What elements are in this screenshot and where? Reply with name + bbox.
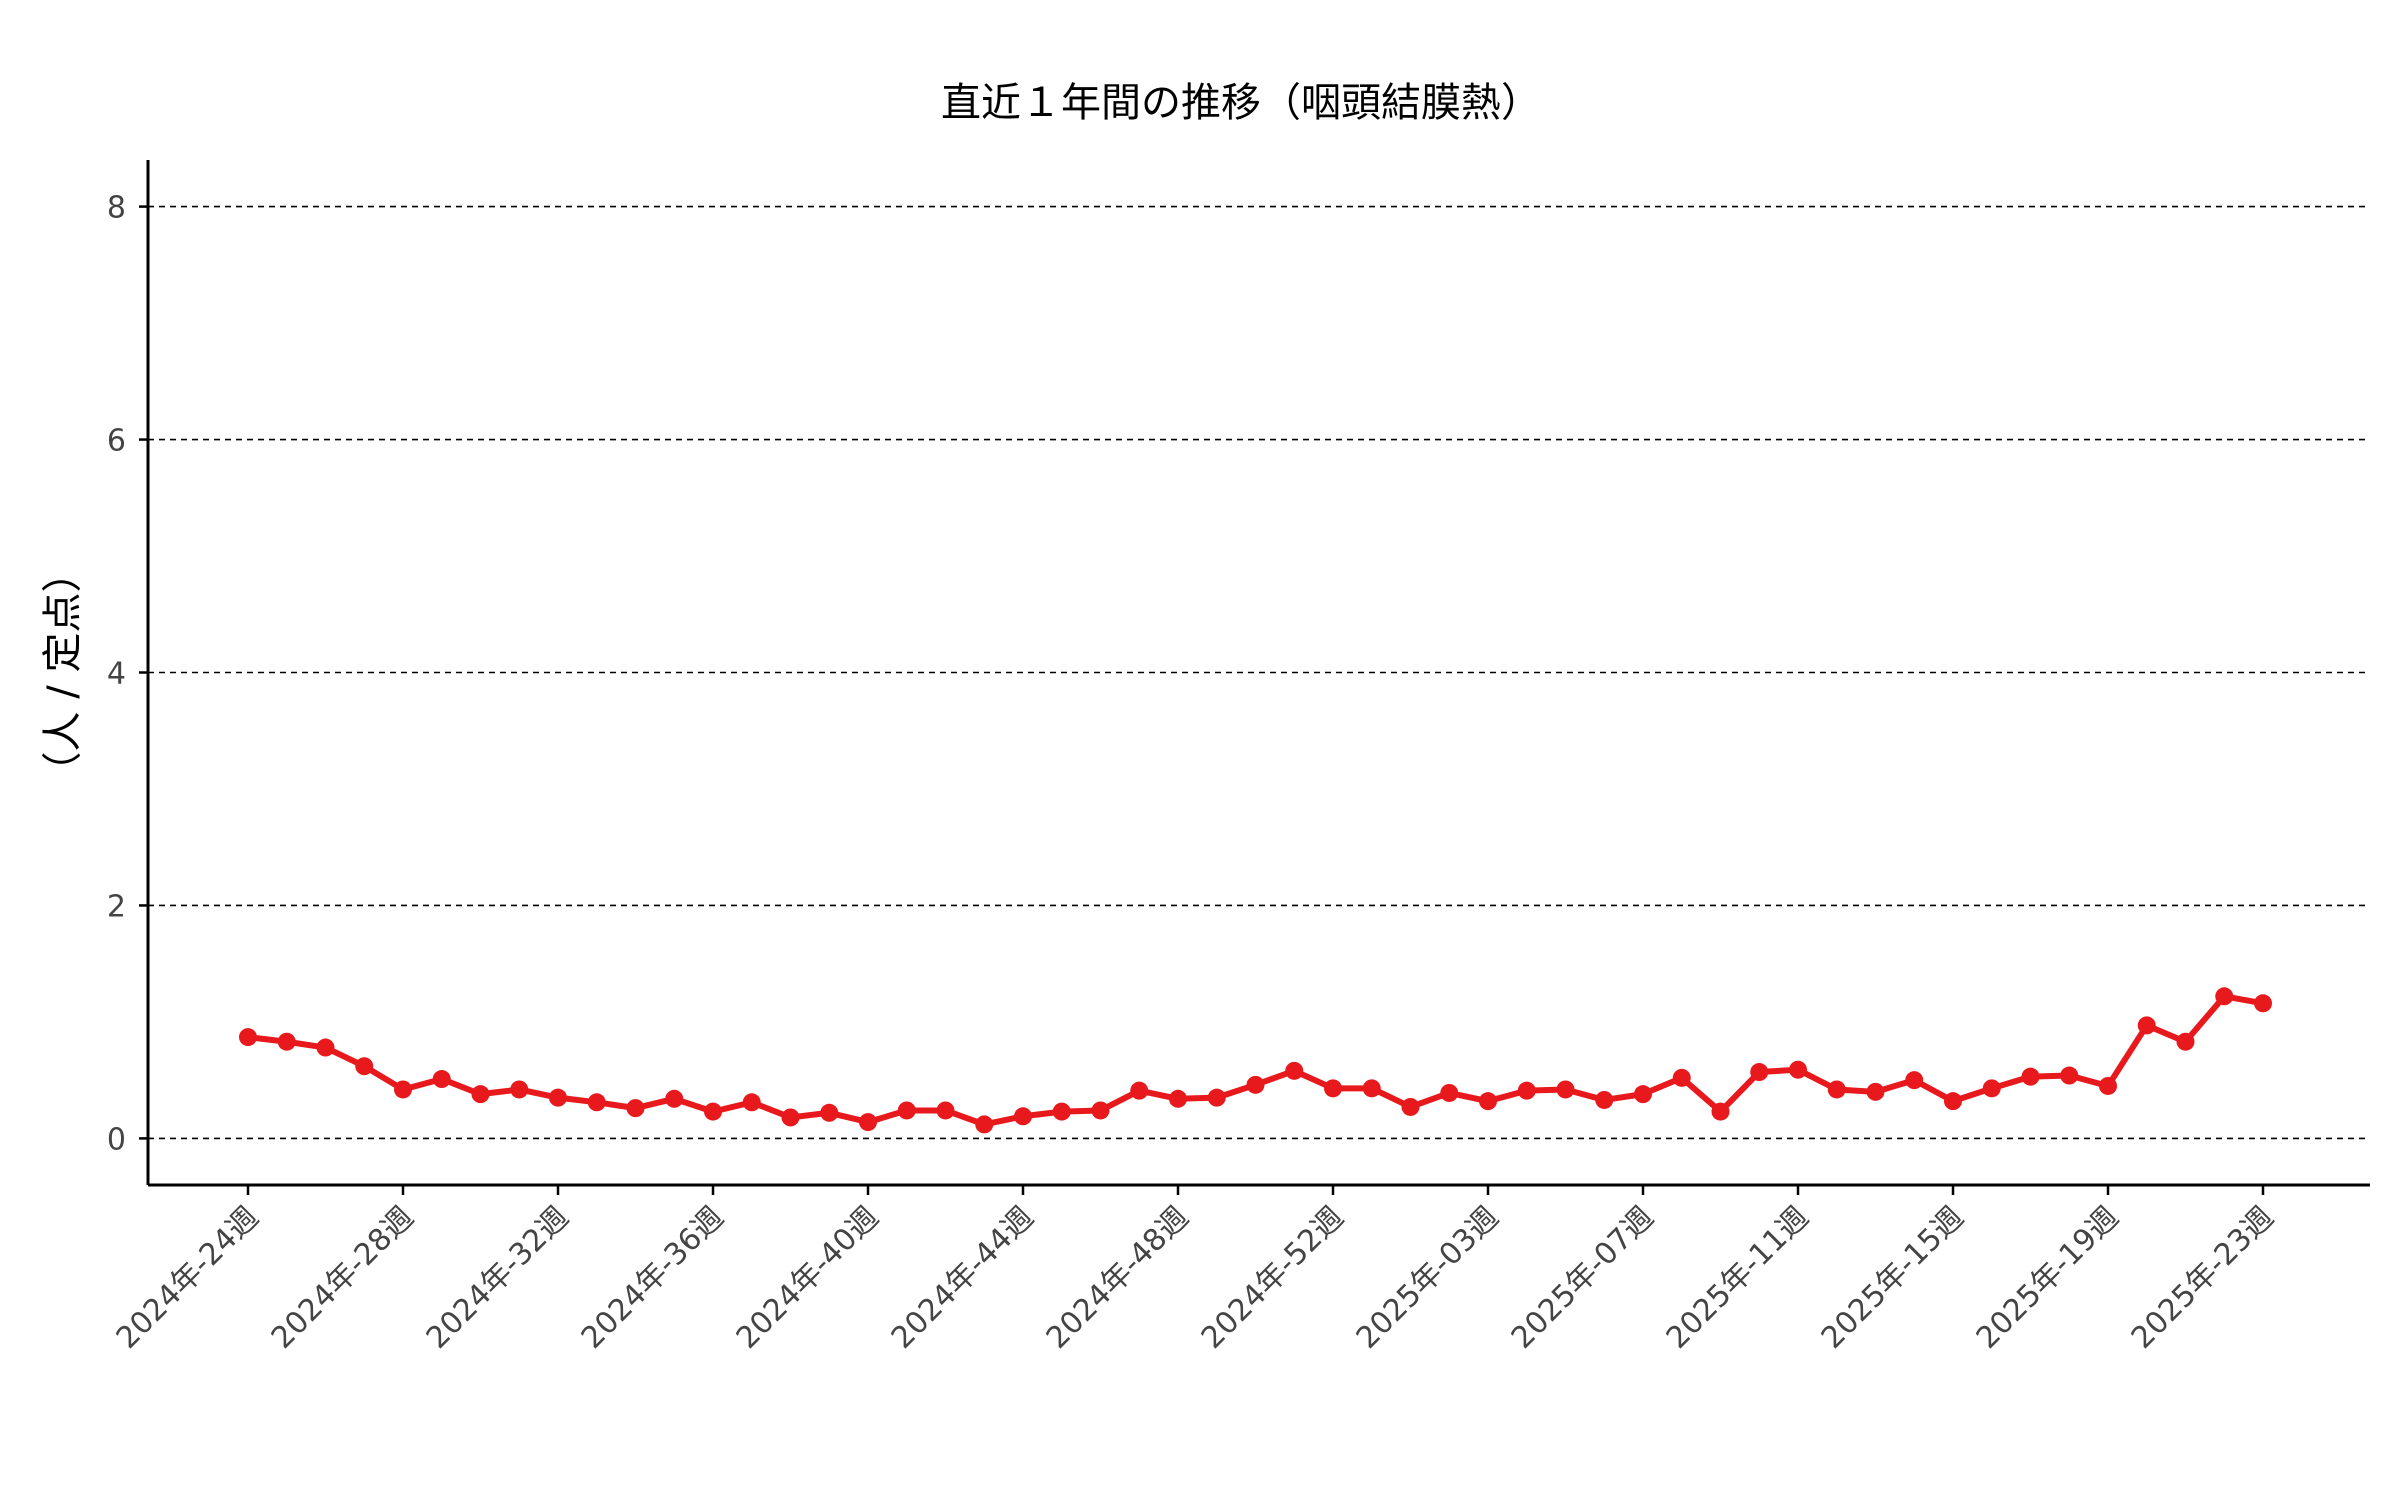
x-tick-label-11: 2025年-15週	[1815, 1200, 1971, 1356]
data-point	[1672, 1068, 1691, 1087]
x-tick-label-0: 2024年-24週	[110, 1200, 266, 1356]
data-point	[587, 1093, 606, 1112]
data-point	[2215, 987, 2234, 1006]
data-point	[2137, 1016, 2156, 1035]
data-point	[1556, 1080, 1575, 1099]
data-point	[742, 1093, 761, 1112]
y-tick-labels: 0 2 4 6 8	[107, 191, 126, 1158]
data-point	[239, 1028, 257, 1047]
x-tick-label-10: 2025年-11週	[1660, 1200, 1816, 1356]
data-point	[1401, 1097, 1420, 1116]
x-tick-label-2: 2024年-32週	[420, 1200, 576, 1356]
x-tick-label-9: 2025年-07週	[1505, 1200, 1661, 1356]
data-point	[1711, 1102, 1730, 1121]
x-tick-label-6: 2024年-48週	[1040, 1200, 1196, 1356]
data-point	[859, 1113, 877, 1132]
data-point	[820, 1103, 839, 1122]
data-point	[975, 1115, 994, 1134]
data-point	[2021, 1067, 2040, 1086]
data-point	[2099, 1076, 2117, 1095]
y-tick-label-8: 8	[107, 191, 126, 226]
data-point	[1246, 1075, 1265, 1094]
data-point	[1324, 1079, 1342, 1098]
data-point	[897, 1101, 916, 1120]
data-point	[665, 1089, 684, 1108]
axes	[139, 160, 2370, 1195]
data-point	[1517, 1081, 1536, 1100]
data-point	[1595, 1090, 1614, 1109]
y-axis-label: （人 / 定点）	[40, 553, 86, 792]
data-series	[239, 987, 2272, 1134]
data-point	[471, 1085, 490, 1104]
data-point	[2060, 1066, 2079, 1085]
data-point	[432, 1070, 451, 1089]
gridlines	[148, 205, 2370, 1140]
data-point	[1944, 1092, 1962, 1111]
x-tick-label-1: 2024年-28週	[265, 1200, 421, 1356]
data-point	[316, 1038, 335, 1057]
x-tick-label-8: 2025年-03週	[1350, 1200, 1506, 1356]
data-point	[626, 1099, 645, 1118]
data-point	[1362, 1079, 1381, 1098]
x-tick-label-12: 2025年-19週	[1970, 1200, 2126, 1356]
x-tick-label-5: 2024年-44週	[885, 1200, 1041, 1356]
data-point	[1982, 1079, 2001, 1098]
data-point	[936, 1101, 955, 1120]
y-tick-label-2: 2	[107, 889, 126, 924]
data-point	[510, 1080, 529, 1099]
data-point	[1789, 1060, 1807, 1079]
data-point	[2254, 994, 2272, 1013]
data-point	[1052, 1102, 1071, 1121]
y-tick-label-6: 6	[107, 424, 126, 459]
data-point	[781, 1108, 800, 1127]
data-point	[1440, 1083, 1459, 1102]
data-point	[394, 1080, 412, 1099]
data-point	[704, 1102, 722, 1121]
data-point	[1866, 1082, 1885, 1101]
data-point	[1014, 1107, 1032, 1126]
data-point	[1905, 1071, 1924, 1090]
y-tick-label-0: 0	[107, 1122, 126, 1157]
y-tick-label-4: 4	[107, 657, 126, 692]
x-tick-label-7: 2024年-52週	[1195, 1200, 1351, 1356]
data-point	[1285, 1061, 1304, 1080]
x-tick-label-3: 2024年-36週	[575, 1200, 731, 1356]
data-point	[277, 1032, 296, 1051]
x-tick-labels: 2024年-24週 2024年-28週 2024年-32週 2024年-36週 2024…	[110, 1200, 2281, 1356]
data-point	[1207, 1088, 1226, 1107]
data-point	[1750, 1063, 1769, 1082]
data-point	[1091, 1101, 1110, 1120]
data-point	[2176, 1032, 2195, 1051]
data-point	[1169, 1089, 1187, 1108]
data-point	[355, 1057, 374, 1076]
data-point	[1827, 1080, 1846, 1099]
data-point	[549, 1088, 567, 1107]
data-point	[1130, 1081, 1149, 1100]
data-point	[1479, 1092, 1497, 1111]
chart-title: 直近１年間の推移（咽頭結膜熱）	[941, 80, 1541, 126]
data-point	[1634, 1085, 1652, 1104]
x-tick-label-4: 2024年-40週	[730, 1200, 886, 1356]
x-tick-label-13: 2025年-23週	[2125, 1200, 2281, 1356]
